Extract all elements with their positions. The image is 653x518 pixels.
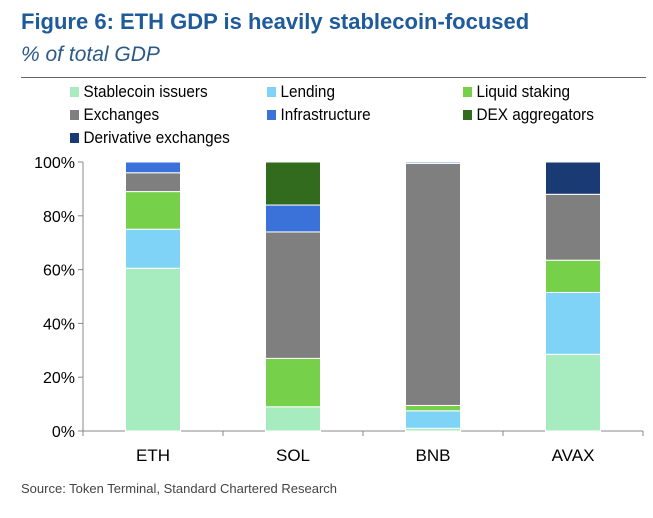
bar-segment <box>545 161 601 195</box>
y-tick-label: 80% <box>43 209 75 226</box>
bar-segment <box>125 191 181 230</box>
legend-item: Infrastructure <box>267 105 371 125</box>
legend-label: Exchanges <box>83 105 160 124</box>
legend-label: Lending <box>280 82 335 101</box>
y-tick-label: 40% <box>43 316 75 333</box>
legend-swatch <box>70 110 79 120</box>
legend-item: Stablecoin issuers <box>70 82 208 102</box>
legend-label: Infrastructure <box>280 105 371 124</box>
legend-label: Derivative exchanges <box>83 128 230 147</box>
bar-segment <box>125 161 181 174</box>
source-note: Source: Token Terminal, Standard Charter… <box>21 481 338 496</box>
y-tick-label: 20% <box>43 370 75 387</box>
y-tick-label: 60% <box>43 263 75 280</box>
bar-segment <box>545 193 601 261</box>
legend-label: Stablecoin issuers <box>83 82 208 101</box>
bar-segment <box>265 406 321 432</box>
bar-segment <box>265 204 321 233</box>
chart-title: Figure 6: ETH GDP is heavily stablecoin-… <box>21 9 530 34</box>
x-tick-label: AVAX <box>552 446 595 465</box>
bar-segment <box>545 259 601 293</box>
bar-segment <box>265 231 321 359</box>
legend-item: Liquid staking <box>463 82 570 102</box>
legend-swatch <box>267 110 276 120</box>
bar-segment <box>545 353 601 432</box>
legend-swatch <box>463 110 472 120</box>
legend-swatch <box>463 87 472 97</box>
legend-item: Derivative exchanges <box>70 128 230 148</box>
legend-label: DEX aggregators <box>476 105 594 124</box>
legend-item: Lending <box>267 82 335 102</box>
legend-swatch <box>267 87 276 97</box>
bar-segment <box>405 404 461 412</box>
legend-swatch <box>70 133 79 143</box>
bar-segment <box>545 291 601 355</box>
title-divider <box>21 77 646 78</box>
bar-segment <box>265 161 321 206</box>
bar-segment <box>405 410 461 429</box>
x-tick-label: SOL <box>276 446 310 465</box>
bar-segment <box>405 162 461 406</box>
y-tick-label: 0% <box>52 424 75 441</box>
x-tick-label: ETH <box>136 446 170 465</box>
y-tick-label: 100% <box>34 155 75 172</box>
bar-segment <box>265 357 321 408</box>
bar-segment <box>125 267 181 432</box>
bar-segment <box>125 228 181 269</box>
x-tick-label: BNB <box>416 446 451 465</box>
chart-subtitle: % of total GDP <box>21 43 160 66</box>
legend-item: DEX aggregators <box>463 105 594 125</box>
legend-label: Liquid staking <box>476 82 571 101</box>
bar-segment <box>405 161 461 164</box>
bar-segment <box>125 172 181 193</box>
legend-swatch <box>70 87 79 97</box>
legend-item: Exchanges <box>70 105 159 125</box>
